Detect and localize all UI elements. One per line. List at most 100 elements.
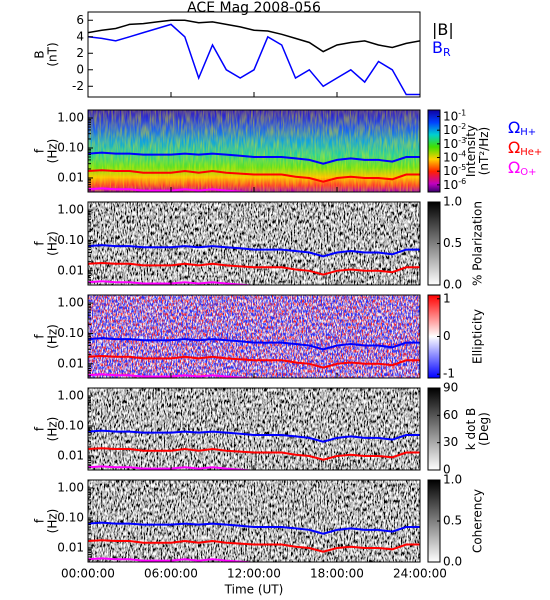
y-tick-label: 0.10 bbox=[57, 326, 84, 340]
y-tick-label: 1.00 bbox=[57, 203, 84, 217]
tick-base: 10 bbox=[443, 136, 458, 150]
y-tick-label: 1.00 bbox=[57, 111, 84, 125]
spectrogram-texture bbox=[88, 110, 420, 192]
y-tick-label: -2 bbox=[72, 79, 84, 93]
colorbar-tick-label: 10-5 bbox=[443, 163, 466, 178]
colorbar-tick-label: 0.5 bbox=[443, 236, 462, 250]
tick-exponent: -5 bbox=[458, 163, 466, 172]
colorbar-label: % Polarization bbox=[471, 201, 485, 286]
plot-area bbox=[88, 480, 420, 562]
y-tick-label: 6 bbox=[76, 13, 84, 27]
tick-base: 10 bbox=[443, 177, 458, 191]
tick-base: 10 bbox=[443, 123, 458, 137]
spectrogram-texture bbox=[88, 388, 420, 470]
gyrofrequency-line bbox=[88, 187, 420, 192]
legend-entry: |B| bbox=[432, 20, 454, 39]
gyrofrequency-line bbox=[88, 169, 420, 183]
x-axis-label: Time (UT) bbox=[224, 583, 284, 597]
y-axis-label: (Hz) bbox=[46, 509, 60, 534]
y-tick-label: 0.01 bbox=[57, 263, 84, 277]
data-line bbox=[88, 23, 420, 96]
legend-entry: ΩHe+ bbox=[508, 138, 542, 159]
y-tick-label: 1.00 bbox=[57, 481, 84, 495]
x-tick-label: 12:00:00 bbox=[227, 567, 281, 581]
legend-name: |B| bbox=[432, 20, 454, 39]
y-tick-label: 0 bbox=[76, 62, 84, 76]
colorbar-label: (nT²/Hz) bbox=[477, 127, 491, 175]
spectrogram-texture bbox=[88, 480, 420, 562]
colorbar-tick-label: 0.0 bbox=[443, 555, 462, 569]
plot-area bbox=[88, 202, 420, 285]
legend-entry: ΩH+ bbox=[508, 118, 536, 139]
colorbar-tick-label: 0 bbox=[443, 329, 451, 343]
colorbar bbox=[427, 109, 441, 193]
colorbar-tick-label: 10-4 bbox=[443, 149, 466, 164]
gyrofrequency-line bbox=[88, 151, 420, 165]
y-tick-label: 0.10 bbox=[57, 233, 84, 247]
colorbar-tick-label: 0.0 bbox=[443, 278, 462, 292]
plot-area bbox=[88, 295, 420, 378]
y-tick-label: 0.10 bbox=[57, 140, 84, 154]
plot-area bbox=[88, 388, 420, 470]
tick-exponent: -6 bbox=[458, 176, 466, 185]
gyrofrequency-line bbox=[88, 429, 420, 443]
x-tick-label: 24:00:00 bbox=[393, 567, 447, 581]
colorbar-tick-label: 0.5 bbox=[443, 514, 462, 528]
tick-exponent: -1 bbox=[458, 108, 466, 117]
colorbar-tick-label: 1.0 bbox=[443, 473, 462, 487]
gyrofrequency-line bbox=[88, 521, 420, 535]
gyrofrequency-line bbox=[88, 261, 420, 276]
gyrofrequency-line bbox=[88, 280, 420, 285]
y-tick-label: 0.10 bbox=[57, 418, 84, 432]
chart-title: ACE Mag 2008-056 bbox=[187, 0, 321, 16]
y-tick-label: 1.00 bbox=[57, 296, 84, 310]
gyrofrequency-line bbox=[88, 465, 420, 470]
plot-area bbox=[88, 19, 420, 96]
tick-base: 10 bbox=[443, 164, 458, 178]
tick-exponent: -3 bbox=[458, 135, 466, 144]
legend-name: B bbox=[432, 38, 443, 57]
colorbar-tick-label: 1 bbox=[443, 291, 451, 305]
colorbar-tick-label: 30 bbox=[443, 435, 458, 449]
y-axis-label: (nT) bbox=[46, 42, 60, 66]
y-axis-label: (Hz) bbox=[46, 231, 60, 256]
colorbar-tick-label: 10-3 bbox=[443, 135, 466, 150]
colorbar-tick-label: 60 bbox=[443, 408, 458, 422]
colorbar-label: (Deg) bbox=[477, 412, 491, 446]
plot-frame bbox=[87, 11, 421, 98]
legend-name: Ω bbox=[508, 118, 520, 137]
x-tick-label: 06:00:00 bbox=[144, 567, 198, 581]
y-tick-label: 4 bbox=[76, 29, 84, 43]
x-tick-label: 00:00:00 bbox=[61, 567, 115, 581]
legend-entry: ΩO+ bbox=[508, 158, 536, 179]
y-tick-label: 0.01 bbox=[57, 170, 84, 184]
y-axis-label: (Hz) bbox=[46, 324, 60, 349]
colorbar bbox=[427, 387, 441, 471]
legend-subscript: O+ bbox=[520, 167, 536, 178]
y-axis-label: (Hz) bbox=[46, 417, 60, 442]
gyrofrequency-line bbox=[88, 373, 420, 378]
y-tick-label: 2 bbox=[76, 46, 84, 60]
tick-base: 10 bbox=[443, 150, 458, 164]
y-tick-label: 0.01 bbox=[57, 448, 84, 462]
colorbar-label: Ellipticity bbox=[471, 309, 485, 364]
y-tick-label: 1.00 bbox=[57, 389, 84, 403]
legend-subscript: R bbox=[443, 46, 451, 59]
spectrogram-texture bbox=[88, 202, 420, 285]
tick-exponent: -4 bbox=[458, 149, 466, 158]
legend-entry: BR bbox=[432, 38, 451, 60]
y-tick-label: 0.01 bbox=[57, 540, 84, 554]
colorbar-label: Intensity bbox=[464, 125, 478, 177]
y-axis-label: f bbox=[33, 334, 47, 339]
y-axis-label: (Hz) bbox=[46, 139, 60, 164]
colorbar-tick-label: 10-1 bbox=[443, 108, 466, 123]
y-axis-label: f bbox=[33, 518, 47, 523]
tick-base: 10 bbox=[443, 109, 458, 123]
colorbar-tick-label: 10-2 bbox=[443, 122, 466, 137]
colorbar-tick-label: 10-6 bbox=[443, 176, 466, 191]
colorbar-tick-label: 90 bbox=[443, 381, 458, 395]
gyrofrequency-line bbox=[88, 539, 420, 553]
data-line bbox=[88, 19, 420, 53]
gyrofrequency-line bbox=[88, 447, 420, 461]
y-axis-label: f bbox=[33, 148, 47, 153]
